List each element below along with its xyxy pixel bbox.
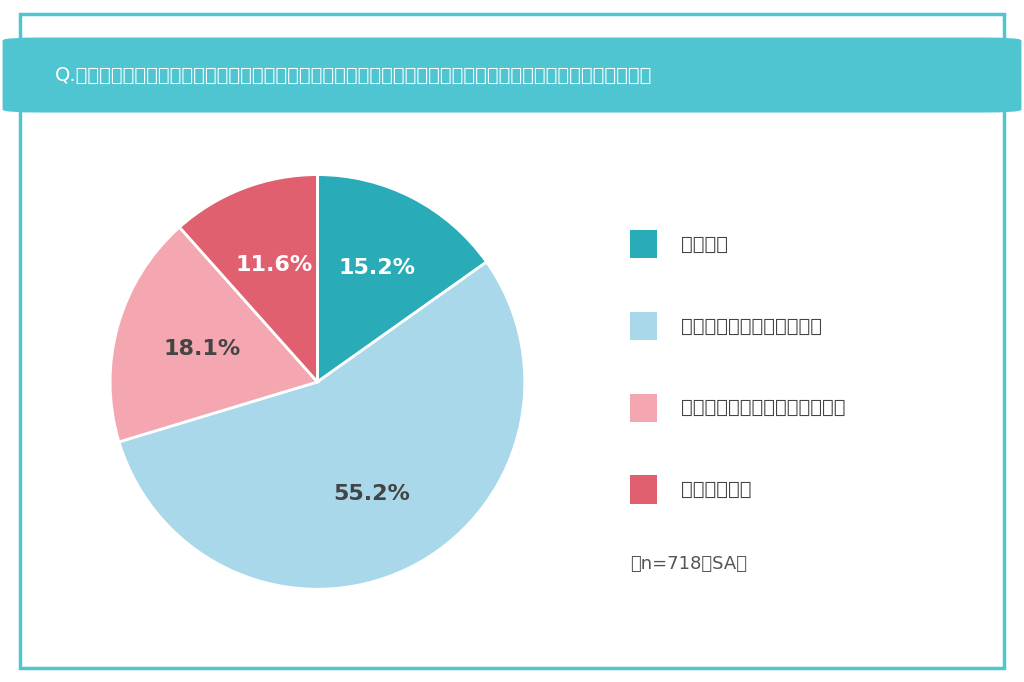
Text: どちらかというとそう思う: どちらかというとそう思う (681, 316, 821, 336)
Text: どちらかというとそう思わない: どちらかというとそう思わない (681, 398, 845, 417)
Wedge shape (317, 175, 486, 382)
FancyBboxPatch shape (3, 38, 1021, 112)
Text: そう思う: そう思う (681, 235, 727, 254)
FancyBboxPatch shape (630, 475, 657, 504)
FancyBboxPatch shape (630, 312, 657, 340)
Wedge shape (179, 175, 317, 382)
FancyBboxPatch shape (630, 230, 657, 258)
FancyBboxPatch shape (630, 394, 657, 422)
Wedge shape (119, 262, 524, 589)
Text: 15.2%: 15.2% (338, 258, 415, 278)
Text: Q.お勤め先で、課題解決のためのサービス導入や取り組みを実施した場合、積極的に活用／参加したいですか？: Q.お勤め先で、課題解決のためのサービス導入や取り組みを実施した場合、積極的に活… (55, 65, 652, 85)
Wedge shape (111, 227, 317, 442)
Text: 11.6%: 11.6% (236, 256, 312, 276)
Text: 55.2%: 55.2% (334, 484, 411, 504)
Text: 18.1%: 18.1% (163, 339, 241, 359)
Text: （n=718／SA）: （n=718／SA） (630, 555, 746, 573)
Text: そう思わない: そう思わない (681, 480, 751, 499)
